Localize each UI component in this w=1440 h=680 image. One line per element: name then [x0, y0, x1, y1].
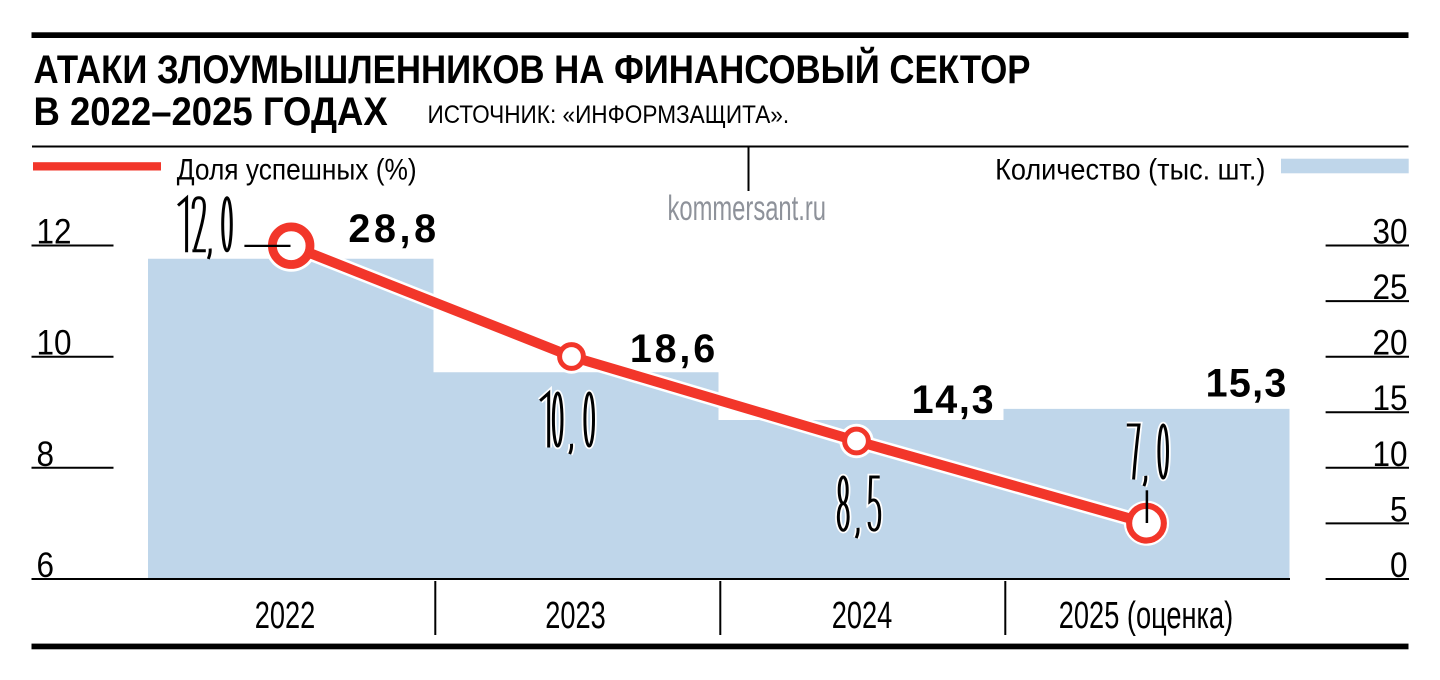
svg-text:10: 10 [1372, 435, 1407, 474]
svg-text:2023: 2023 [545, 594, 606, 636]
svg-text:15,3: 15,3 [1206, 362, 1288, 406]
svg-text:6: 6 [37, 547, 55, 586]
svg-text:2025 (оценка): 2025 (оценка) [1059, 594, 1233, 636]
svg-text:28,8: 28,8 [348, 207, 439, 251]
svg-text:В 2022–2025 ГОДАХ: В 2022–2025 ГОДАХ [33, 89, 388, 134]
svg-text:10: 10 [37, 324, 72, 363]
svg-text:Количество (тыс. шт.): Количество (тыс. шт.) [995, 153, 1265, 186]
svg-text:12: 12 [37, 213, 72, 252]
svg-text:kommersant.ru: kommersant.ru [667, 189, 826, 228]
svg-text:5: 5 [1390, 491, 1408, 530]
svg-text:2022: 2022 [255, 594, 316, 636]
svg-text:ИСТОЧНИК: «ИНФОРМЗАЩИТА».: ИСТОЧНИК: «ИНФОРМЗАЩИТА». [428, 101, 790, 130]
svg-text:8: 8 [37, 435, 55, 474]
svg-text:20: 20 [1372, 324, 1407, 363]
svg-text:Доля успешных (%): Доля успешных (%) [177, 153, 417, 186]
svg-text:2024: 2024 [832, 594, 893, 636]
svg-text:15: 15 [1372, 380, 1407, 419]
svg-text:0: 0 [1390, 547, 1408, 586]
svg-text:25: 25 [1372, 269, 1407, 308]
svg-text:30: 30 [1372, 213, 1407, 252]
svg-text:АТАКИ ЗЛОУМЫШЛЕННИКОВ НА ФИНАН: АТАКИ ЗЛОУМЫШЛЕННИКОВ НА ФИНАНСОВЫЙ СЕКТ… [34, 47, 1031, 92]
svg-text:18,6: 18,6 [630, 327, 718, 371]
svg-text:14,3: 14,3 [912, 378, 996, 422]
